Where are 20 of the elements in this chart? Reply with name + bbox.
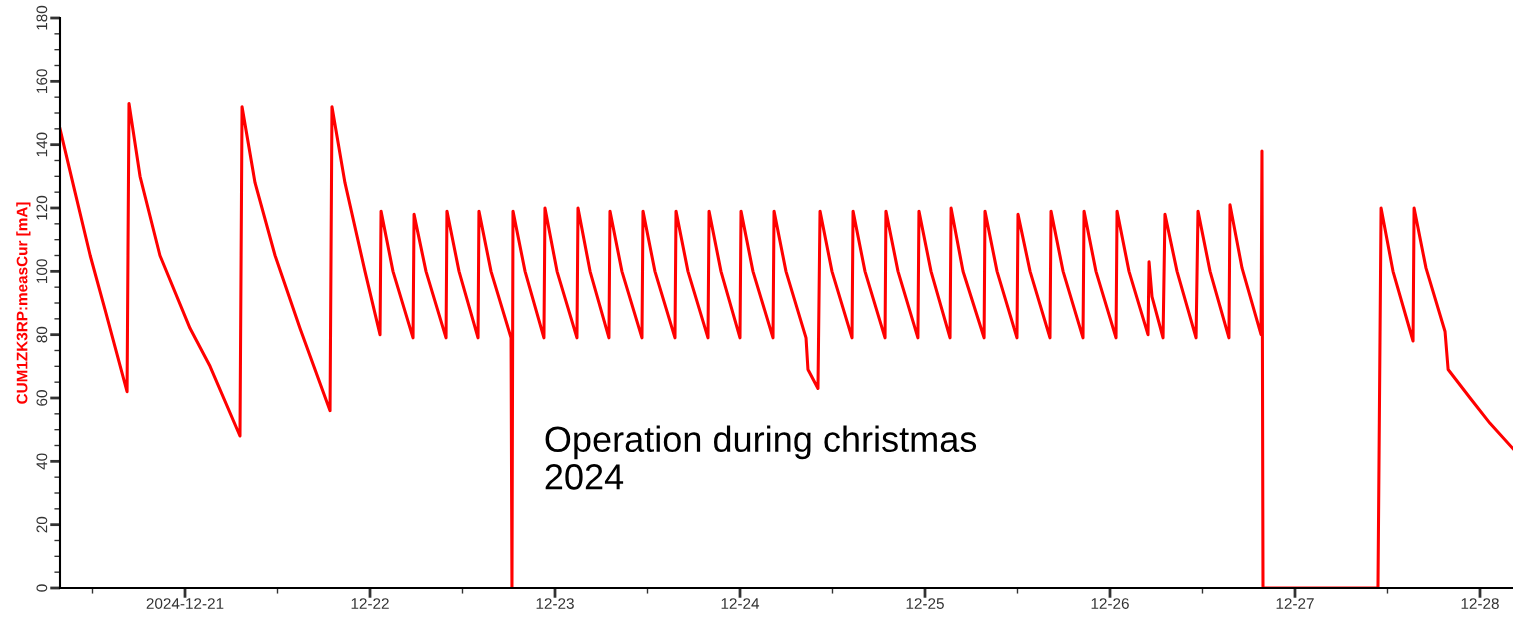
y-tick-label: 60 bbox=[36, 390, 48, 406]
x-tick-label: 12-26 bbox=[1091, 598, 1129, 609]
x-tick-label: 12-27 bbox=[1276, 598, 1314, 609]
y-tick-label: 140 bbox=[36, 132, 48, 157]
y-tick-label: 160 bbox=[36, 69, 48, 93]
x-tick-label: 12-28 bbox=[1461, 598, 1499, 609]
y-tick-label: 100 bbox=[36, 259, 48, 283]
y-axis-title: CUM1ZK3RP:measCur [mA] bbox=[16, 202, 31, 404]
x-tick-label: 12-25 bbox=[906, 598, 944, 609]
x-tick-label: 12-23 bbox=[536, 598, 574, 609]
x-tick-label: 2024-12-21 bbox=[146, 598, 224, 609]
y-tick-label: 120 bbox=[36, 195, 48, 220]
y-tick-label: 40 bbox=[36, 453, 48, 470]
x-tick-label: 12-22 bbox=[351, 598, 389, 609]
x-tick-label: 12-24 bbox=[721, 598, 760, 609]
y-tick-label: 180 bbox=[36, 5, 48, 30]
y-tick-label: 20 bbox=[36, 516, 48, 533]
annotation: Operation during christmas 2024 bbox=[545, 425, 977, 490]
y-tick-label: 80 bbox=[36, 326, 48, 343]
y-tick-label: 0 bbox=[36, 584, 48, 592]
